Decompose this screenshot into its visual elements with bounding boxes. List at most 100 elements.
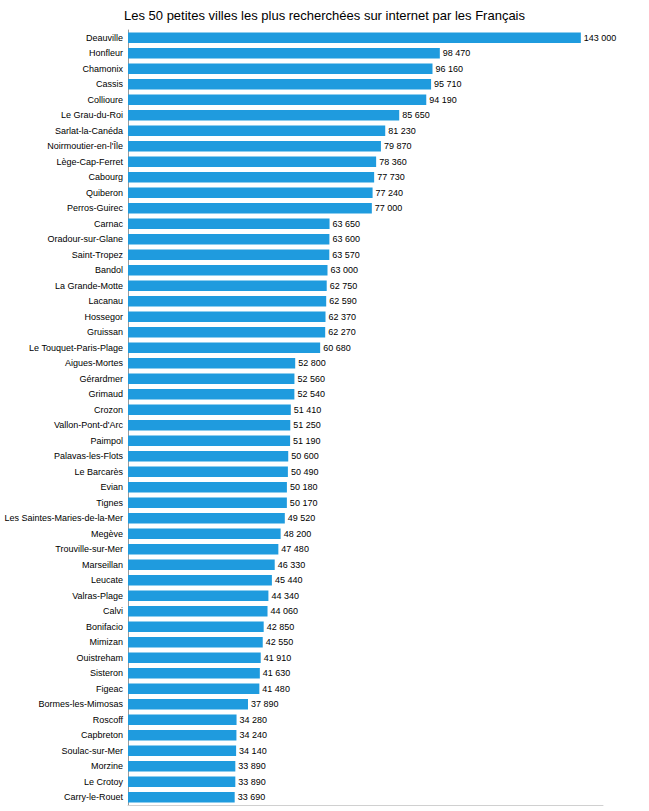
svg-text:Roscoff: Roscoff	[93, 715, 124, 725]
svg-text:85 650: 85 650	[402, 110, 430, 120]
svg-text:Megève: Megève	[91, 529, 123, 539]
svg-text:Leucate: Leucate	[91, 575, 123, 585]
svg-text:Le Crotoy: Le Crotoy	[84, 777, 124, 787]
svg-text:33 890: 33 890	[238, 777, 266, 787]
svg-text:42 550: 42 550	[266, 637, 294, 647]
svg-text:Capbreton: Capbreton	[81, 730, 123, 740]
svg-text:Le Grau-du-Roi: Le Grau-du-Roi	[61, 110, 123, 120]
svg-text:Les 50 petites villes les plus: Les 50 petites villes les plus recherché…	[124, 8, 526, 23]
svg-text:Lège-Cap-Ferret: Lège-Cap-Ferret	[56, 157, 123, 167]
svg-text:Saint-Tropez: Saint-Tropez	[72, 250, 124, 260]
svg-text:51 190: 51 190	[293, 436, 321, 446]
svg-text:Vallon-Pont-d'Arc: Vallon-Pont-d'Arc	[54, 420, 124, 430]
svg-text:34 280: 34 280	[240, 715, 268, 725]
svg-text:45 440: 45 440	[275, 575, 303, 585]
svg-text:52 800: 52 800	[298, 358, 326, 368]
svg-text:50 600: 50 600	[291, 451, 319, 461]
svg-text:Oradour-sur-Glane: Oradour-sur-Glane	[47, 234, 123, 244]
svg-text:79 870: 79 870	[384, 141, 412, 151]
svg-text:Bandol: Bandol	[95, 265, 123, 275]
svg-text:62 270: 62 270	[328, 327, 356, 337]
svg-text:Quiberon: Quiberon	[86, 188, 123, 198]
svg-text:96 160: 96 160	[436, 64, 464, 74]
svg-text:62 750: 62 750	[330, 281, 358, 291]
svg-text:Gruissan: Gruissan	[87, 327, 123, 337]
svg-text:95 710: 95 710	[434, 79, 462, 89]
svg-text:42 850: 42 850	[267, 622, 295, 632]
svg-text:62 370: 62 370	[329, 312, 357, 322]
svg-text:50 170: 50 170	[290, 498, 318, 508]
svg-text:44 060: 44 060	[271, 606, 299, 616]
svg-text:Valras-Plage: Valras-Plage	[72, 591, 123, 601]
svg-text:Chamonix: Chamonix	[82, 64, 123, 74]
svg-text:44 340: 44 340	[271, 591, 299, 601]
svg-text:63 600: 63 600	[332, 234, 360, 244]
svg-text:41 630: 41 630	[263, 668, 291, 678]
svg-text:Honfleur: Honfleur	[89, 48, 123, 58]
svg-text:50 180: 50 180	[290, 482, 318, 492]
svg-text:51 410: 51 410	[294, 405, 322, 415]
svg-text:Ouistreham: Ouistreham	[76, 653, 123, 663]
svg-text:Cassis: Cassis	[96, 79, 124, 89]
svg-text:Bonifacio: Bonifacio	[86, 622, 123, 632]
svg-text:Le Touquet-Paris-Plage: Le Touquet-Paris-Plage	[29, 343, 123, 353]
svg-text:Soulac-sur-Mer: Soulac-sur-Mer	[61, 746, 123, 756]
svg-text:La Grande-Motte: La Grande-Motte	[55, 281, 123, 291]
svg-text:34 240: 34 240	[239, 730, 267, 740]
svg-text:52 560: 52 560	[297, 374, 325, 384]
svg-text:Noirmoutier-en-l'Île: Noirmoutier-en-l'Île	[47, 141, 123, 151]
svg-text:Evian: Evian	[100, 482, 123, 492]
svg-text:Carnac: Carnac	[94, 219, 124, 229]
svg-text:Le Barcarès: Le Barcarès	[74, 467, 123, 477]
svg-text:63 000: 63 000	[331, 265, 359, 275]
svg-text:Tignes: Tignes	[96, 498, 123, 508]
svg-text:Calvi: Calvi	[103, 606, 123, 616]
svg-text:Paimpol: Paimpol	[90, 436, 123, 446]
svg-text:63 650: 63 650	[333, 219, 361, 229]
svg-text:51 250: 51 250	[293, 420, 321, 430]
svg-text:34 140: 34 140	[239, 746, 267, 756]
svg-text:Hossegor: Hossegor	[84, 312, 123, 322]
svg-text:78 360: 78 360	[379, 157, 407, 167]
svg-text:Aigues-Mortes: Aigues-Mortes	[65, 358, 124, 368]
svg-text:Lacanau: Lacanau	[88, 296, 123, 306]
svg-text:Gérardmer: Gérardmer	[79, 374, 123, 384]
svg-text:Palavas-les-Flots: Palavas-les-Flots	[54, 451, 124, 461]
svg-text:37 890: 37 890	[251, 699, 279, 709]
svg-text:47 480: 47 480	[281, 544, 309, 554]
svg-text:60 680: 60 680	[323, 343, 351, 353]
svg-text:143 000: 143 000	[584, 33, 617, 43]
svg-text:33 690: 33 690	[238, 792, 266, 802]
svg-text:Mimizan: Mimizan	[89, 637, 123, 647]
svg-text:77 240: 77 240	[376, 188, 404, 198]
svg-text:62 590: 62 590	[329, 296, 357, 306]
svg-text:Trouville-sur-Mer: Trouville-sur-Mer	[55, 544, 123, 554]
svg-text:50 490: 50 490	[291, 467, 319, 477]
svg-text:77 730: 77 730	[377, 172, 405, 182]
svg-text:41 480: 41 480	[262, 684, 290, 694]
svg-text:Perros-Guirec: Perros-Guirec	[67, 203, 124, 213]
svg-text:77 000: 77 000	[375, 203, 403, 213]
svg-text:63 570: 63 570	[332, 250, 360, 260]
svg-text:Marseillan: Marseillan	[82, 560, 123, 570]
svg-text:Collioure: Collioure	[87, 95, 123, 105]
svg-text:33 890: 33 890	[238, 761, 266, 771]
svg-text:Sisteron: Sisteron	[90, 668, 123, 678]
svg-text:52 540: 52 540	[297, 389, 325, 399]
svg-text:Les Saintes-Maries-de-la-Mer: Les Saintes-Maries-de-la-Mer	[4, 513, 123, 523]
svg-text:Morzine: Morzine	[91, 761, 123, 771]
svg-text:41 910: 41 910	[264, 653, 292, 663]
svg-text:Bormes-les-Mimosas: Bormes-les-Mimosas	[38, 699, 123, 709]
svg-text:81 230: 81 230	[388, 126, 416, 136]
svg-text:98 470: 98 470	[443, 48, 471, 58]
svg-text:Figeac: Figeac	[96, 684, 124, 694]
svg-text:Grimaud: Grimaud	[88, 389, 123, 399]
svg-text:Carry-le-Rouet: Carry-le-Rouet	[64, 792, 124, 802]
svg-text:46 330: 46 330	[278, 560, 306, 570]
svg-text:94 190: 94 190	[429, 95, 457, 105]
svg-text:Deauville: Deauville	[86, 33, 123, 43]
svg-text:Cabourg: Cabourg	[88, 172, 123, 182]
svg-text:Sarlat-la-Canéda: Sarlat-la-Canéda	[55, 126, 123, 136]
svg-text:48 200: 48 200	[284, 529, 312, 539]
svg-text:49 520: 49 520	[288, 513, 316, 523]
